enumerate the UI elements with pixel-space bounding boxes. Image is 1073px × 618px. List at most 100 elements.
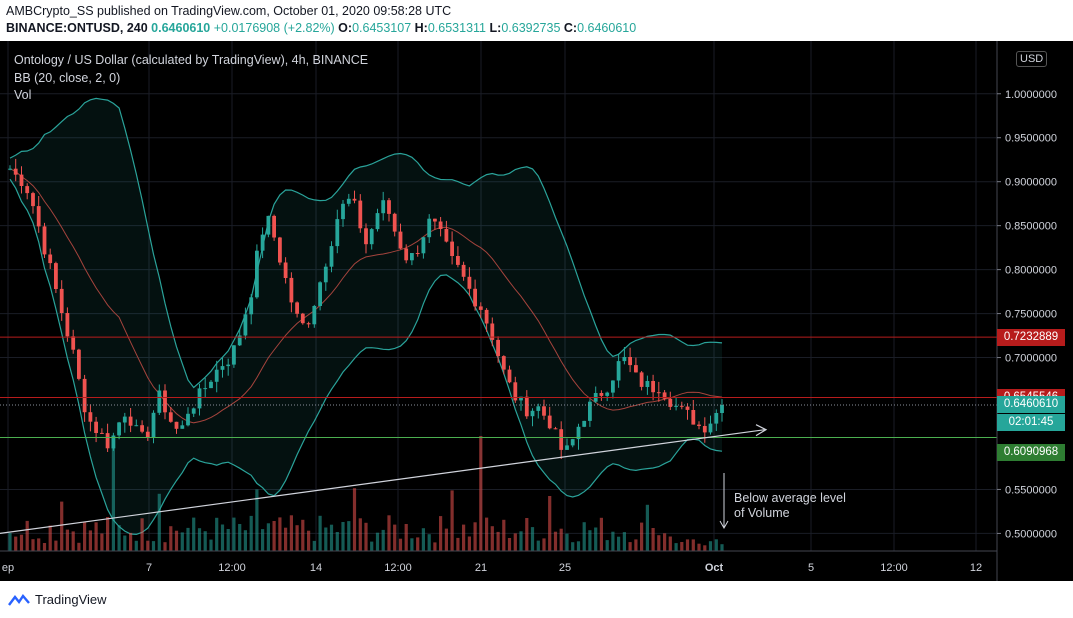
candle-body: [433, 218, 437, 222]
candle-body: [145, 431, 150, 438]
price-tick-label: 1.0000000: [1005, 89, 1057, 101]
candle-body: [226, 364, 231, 367]
volume-bar: [255, 489, 259, 551]
volume-bar: [123, 535, 127, 551]
price-tick-label: 0.5000000: [1005, 528, 1057, 540]
volume-bar: [140, 518, 144, 551]
close-label: C:: [563, 21, 578, 35]
volume-bar: [146, 540, 150, 551]
volume-bar: [634, 539, 638, 551]
volume-bar: [668, 536, 672, 551]
open-value: 0.6453107: [352, 21, 412, 35]
volume-bar: [14, 536, 18, 551]
volume-bar: [249, 515, 253, 551]
currency-label[interactable]: USD: [1016, 51, 1048, 67]
volume-bar: [117, 525, 121, 551]
volume-bar: [513, 533, 517, 551]
volume-bar: [576, 541, 581, 551]
candle-body: [341, 203, 345, 220]
candle-body: [364, 228, 368, 245]
volume-bar: [341, 522, 345, 551]
candle-body: [622, 357, 627, 362]
chart-area[interactable]: 1.0000000 0.9500000 0.9000000 0.8500000 0.80…: [0, 41, 1073, 581]
price-tick-label: 0.7500000: [1005, 309, 1057, 321]
volume-bar: [571, 542, 575, 551]
candle-body: [616, 361, 621, 381]
volume-bar: [324, 527, 328, 551]
candle-body: [117, 422, 121, 436]
volume-bar: [519, 531, 523, 551]
time-tick-label: 21: [475, 562, 487, 574]
candle-body: [392, 213, 397, 232]
volume-bar: [364, 522, 368, 551]
tradingview-logo-icon: [8, 593, 30, 606]
candle-body: [25, 186, 30, 194]
volume-bar: [272, 521, 276, 551]
price-chart[interactable]: 1.0000000 0.9500000 0.9000000 0.8500000 0.80…: [0, 41, 1073, 581]
candle-body: [524, 396, 529, 417]
trendline: [0, 429, 766, 535]
volume-bar: [473, 522, 477, 551]
candle-body: [387, 200, 391, 214]
brand-label: TradingView: [35, 592, 107, 607]
candle-body: [214, 369, 219, 382]
candle-body: [312, 306, 317, 325]
footer-brand[interactable]: TradingView: [8, 592, 107, 607]
candle-body: [565, 445, 569, 450]
volume-bar: [720, 544, 724, 551]
candle-body: [300, 313, 305, 324]
candle-body: [456, 256, 460, 265]
volume-bar: [83, 521, 87, 551]
candle-body: [507, 369, 512, 383]
candle-body: [36, 206, 41, 227]
candle-body: [611, 380, 615, 393]
candle-body: [691, 410, 696, 425]
bb-indicator-label[interactable]: BB (20, close, 2, 0): [14, 71, 121, 85]
volume-bar: [243, 530, 247, 551]
volume-bar: [238, 524, 242, 551]
volume-bar: [25, 520, 29, 551]
volume-bar: [456, 537, 460, 551]
volume-bar: [479, 436, 483, 551]
candle-body: [702, 426, 707, 433]
volume-bar: [502, 519, 506, 551]
volume-annotation: Below average level of Volume: [734, 491, 884, 521]
candle-body: [628, 357, 632, 366]
volume-bar: [347, 521, 351, 551]
volume-bar: [151, 541, 156, 551]
volume-bar: [680, 542, 684, 551]
volume-bar: [169, 526, 173, 551]
candle-body: [369, 229, 374, 245]
candle-body: [329, 246, 334, 267]
volume-bar: [329, 524, 334, 551]
close-value: 0.6460610: [577, 21, 637, 35]
candle-body: [209, 381, 213, 389]
candle-body: [306, 323, 311, 325]
candle-body: [576, 426, 581, 440]
candle-body: [501, 356, 506, 370]
candle-body: [381, 200, 386, 214]
candle-body: [484, 309, 489, 324]
candle-body: [398, 231, 403, 249]
candle-body: [105, 433, 110, 449]
time-tick-label: 7: [146, 562, 152, 574]
volume-bar: [375, 532, 380, 551]
volume-indicator-label[interactable]: Vol: [14, 88, 32, 102]
volume-bar: [640, 522, 644, 551]
low-label: L:: [489, 21, 502, 35]
annotation-arrowhead: [719, 520, 729, 530]
candle-body: [77, 349, 81, 379]
candle-body: [255, 250, 259, 298]
volume-bar: [410, 538, 414, 551]
candle-body: [444, 229, 449, 242]
candle-body: [295, 302, 299, 314]
volume-bar: [617, 536, 621, 551]
volume-bar: [565, 533, 569, 551]
candle-body: [547, 415, 552, 429]
volume-bar: [312, 540, 316, 551]
volume-bar: [335, 532, 339, 551]
volume-bar: [467, 536, 471, 551]
candle-body: [685, 406, 690, 410]
candle-body: [249, 297, 254, 315]
candle-body: [100, 432, 104, 434]
